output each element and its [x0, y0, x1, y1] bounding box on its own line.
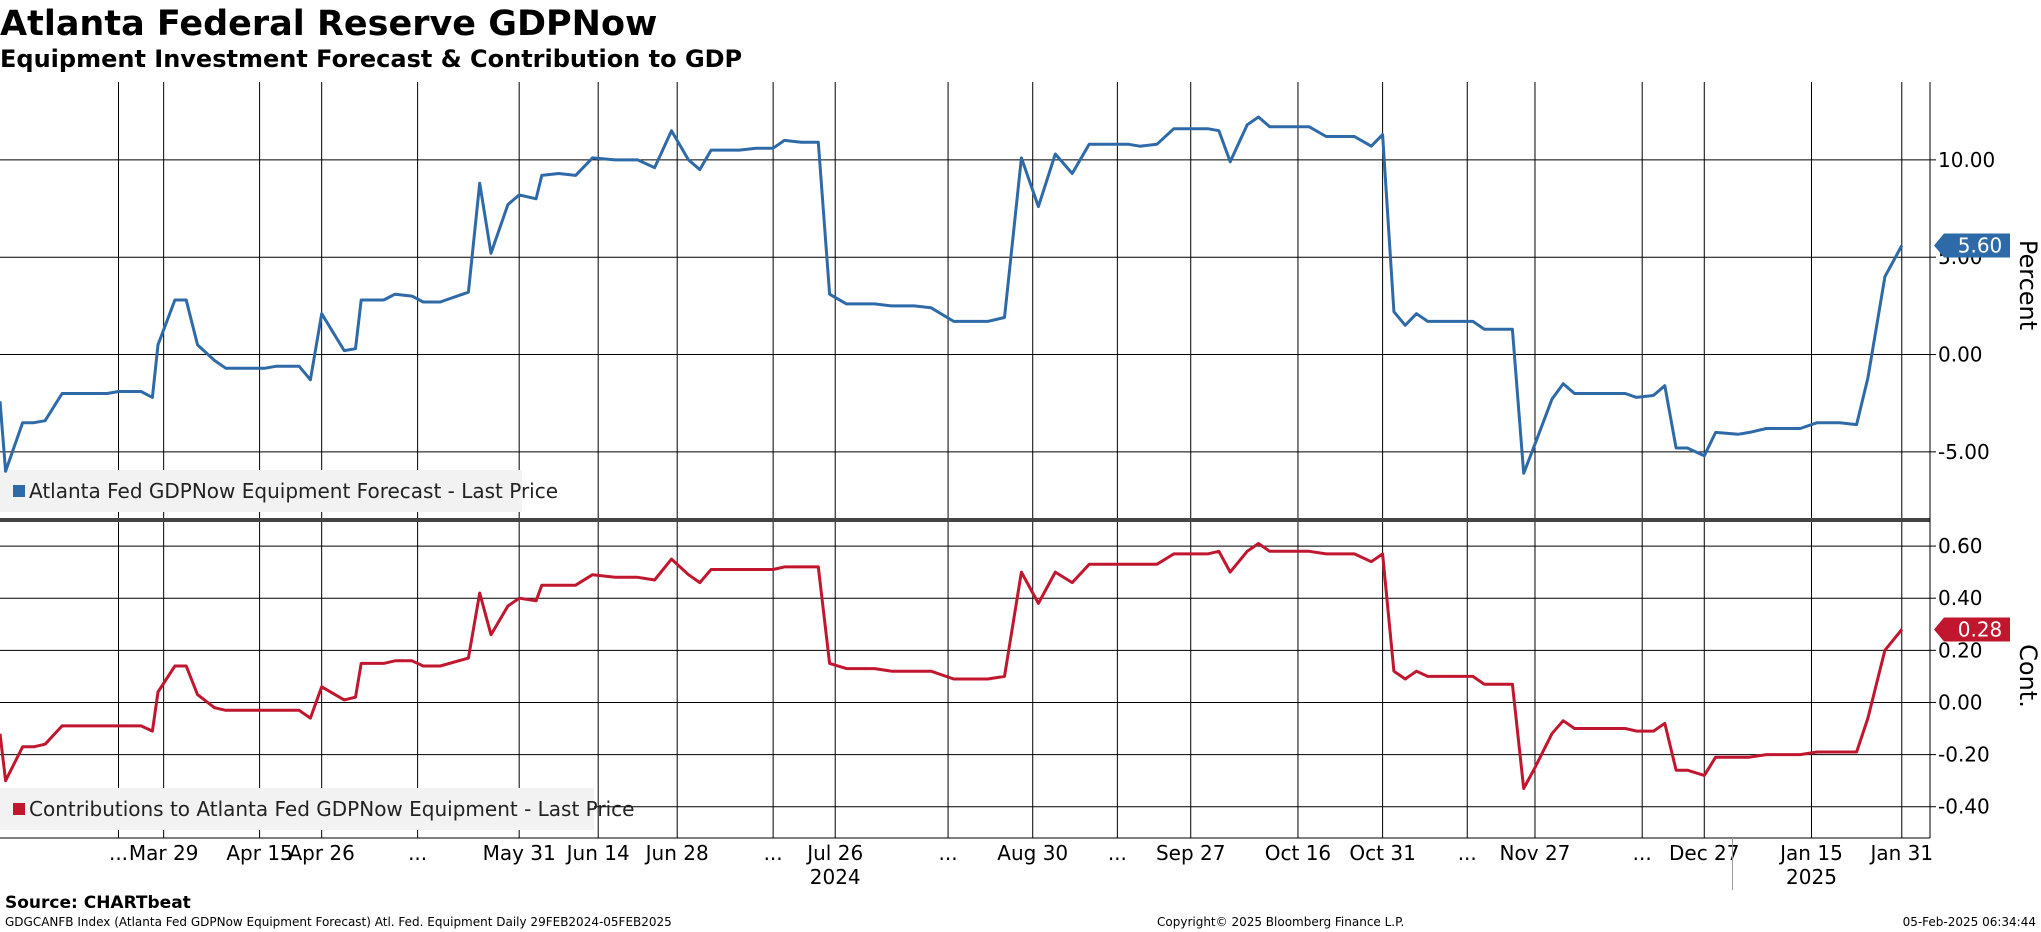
x-tick-label: ... — [939, 841, 958, 865]
x-tick-label: Nov 27 — [1500, 841, 1571, 865]
y-tick-label: 10.00 — [1938, 148, 1995, 172]
y-axis-title: Cont. — [2014, 644, 2041, 708]
legend-layer: Atlanta Fed GDPNow Equipment Forecast - … — [0, 470, 634, 830]
legend-label: Contributions to Atlanta Fed GDPNow Equi… — [29, 797, 634, 821]
y-tick-label: -5.00 — [1938, 440, 1990, 464]
x-year-label: 2025 — [1786, 865, 1837, 889]
legend-swatch — [13, 803, 25, 815]
x-tick-label: Apr 26 — [288, 841, 354, 865]
series-line-contributions — [0, 542, 1903, 790]
series-layer — [0, 115, 1904, 790]
x-tick-label: Jun 28 — [644, 841, 709, 865]
last-value-badge — [1934, 617, 2010, 642]
x-tick-label: Jan 31 — [1868, 841, 1933, 865]
chart-title: Atlanta Federal Reserve GDPNow — [0, 4, 657, 44]
footer-timestamp: 05-Feb-2025 06:34:44 — [1903, 915, 2036, 929]
y-tick-label: 0.00 — [1938, 690, 1983, 714]
x-tick-label: Jun 14 — [565, 841, 630, 865]
y-tick-label: 0.40 — [1938, 586, 1983, 610]
x-tick-label: Jan 15 — [1778, 841, 1843, 865]
y-tick-label: -0.20 — [1938, 743, 1990, 767]
legend-box — [0, 788, 594, 830]
grid-layer — [0, 82, 1930, 838]
x-tick-label: Oct 16 — [1265, 841, 1331, 865]
source-note: Source: CHARTbeat — [5, 893, 191, 913]
x-tick-label: Mar 29 — [129, 841, 199, 865]
x-tick-label: ... — [764, 841, 783, 865]
y-tick-label: -0.40 — [1938, 795, 1990, 819]
axis-layer: 10.005.000.00-5.005.60Percent0.600.400.2… — [0, 82, 2041, 890]
legend-swatch — [13, 485, 25, 497]
x-tick-label: Sep 27 — [1156, 841, 1226, 865]
x-tick-label: ... — [408, 841, 427, 865]
x-tick-label: ... — [1458, 841, 1477, 865]
x-tick-label: Jul 26 — [805, 841, 863, 865]
last-value-label: 0.28 — [1958, 617, 2003, 641]
y-tick-label: 0.60 — [1938, 534, 1983, 558]
y-tick-label: 0.20 — [1938, 638, 1983, 662]
legend-box — [0, 470, 522, 512]
x-tick-label: Aug 30 — [997, 841, 1068, 865]
x-tick-label: Apr 15 — [226, 841, 292, 865]
last-value-label: 5.60 — [1958, 234, 2003, 258]
y-tick-label: 0.00 — [1938, 343, 1983, 367]
last-value-badge — [1934, 233, 2010, 258]
x-tick-label: ... — [1633, 841, 1652, 865]
x-tick-label: ... — [1108, 841, 1127, 865]
x-tick-label: Oct 31 — [1349, 841, 1415, 865]
x-tick-label: May 31 — [483, 841, 556, 865]
x-tick-label: ... — [109, 841, 128, 865]
chart-subtitle: Equipment Investment Forecast & Contribu… — [0, 45, 742, 73]
x-year-label: 2024 — [810, 865, 861, 889]
series-line-equipment-forecast — [0, 115, 1904, 475]
legend-label: Atlanta Fed GDPNow Equipment Forecast - … — [29, 479, 558, 503]
footer-copyright: Copyright© 2025 Bloomberg Finance L.P. — [1157, 915, 1404, 929]
footer-index-info: GDGCANFB Index (Atlanta Fed GDPNow Equip… — [5, 915, 672, 929]
x-tick-label: Dec 27 — [1669, 841, 1740, 865]
y-axis-title: Percent — [2014, 240, 2041, 330]
